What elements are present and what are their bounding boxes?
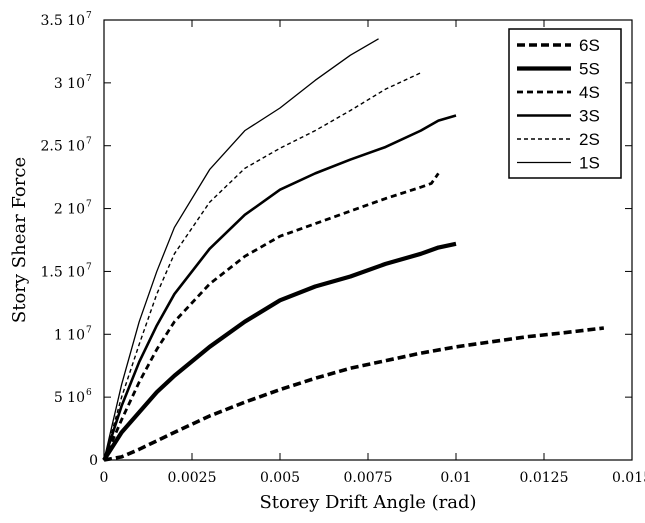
x-ticks: 0 0.0025 0.005 0.0075 0.01 0.0125 0.015 [100,20,645,486]
y-tick-label: 1 10 [54,327,85,343]
x-tick-label: 0.015 [612,470,645,486]
x-tick-label: 0.0025 [168,470,217,486]
y-tick-exponent: 7 [86,200,92,210]
x-tick-label: 0.01 [440,470,471,486]
y-tick-exponent: 7 [86,137,92,147]
legend-label-3s: 3S [579,107,600,126]
y-ticks: 05 10 61 10 71.5 10 72 10 72.5 10 73 10 73.5 1… [40,11,632,469]
legend: 6S 5S 4S 3S 2S 1S [508,28,622,179]
y-tick-label: 0 [89,453,98,469]
series-line-4s [102,172,440,461]
y-tick-label: 2 10 [54,202,85,218]
y-tick-exponent: 7 [86,11,92,21]
x-axis-title: Storey Drift Angle (rad) [259,492,476,513]
legend-label-4s: 4S [579,83,600,102]
series-line-2s [103,72,422,461]
legend-label-1s: 1S [579,154,600,173]
y-tick-label: 5 10 [54,390,85,406]
legend-label-5s: 5S [579,60,600,79]
series-line-3s [102,114,457,461]
legend-label-6s: 6S [579,36,600,55]
y-tick-exponent: 7 [86,74,92,84]
x-tick-label: 0.005 [260,470,300,486]
series-line-6s [103,326,605,462]
y-tick-label: 3.5 10 [40,13,85,29]
y-tick-label: 2.5 10 [40,139,85,155]
legend-box [508,28,622,179]
y-tick-exponent: 7 [86,262,92,272]
y-tick-exponent: 7 [86,325,92,335]
y-tick-label: 1.5 10 [40,264,85,280]
x-tick-label: 0 [100,470,109,486]
y-axis-title: Story Shear Force [9,157,30,323]
x-tick-label: 0.0125 [520,470,569,486]
y-tick-exponent: 6 [86,388,92,398]
series-group [102,38,605,462]
x-tick-label: 0.0075 [344,470,393,486]
legend-label-2s: 2S [579,130,600,149]
series-line-1s [103,38,379,461]
series-line-5s [102,241,457,462]
y-tick-label: 3 10 [54,76,85,92]
